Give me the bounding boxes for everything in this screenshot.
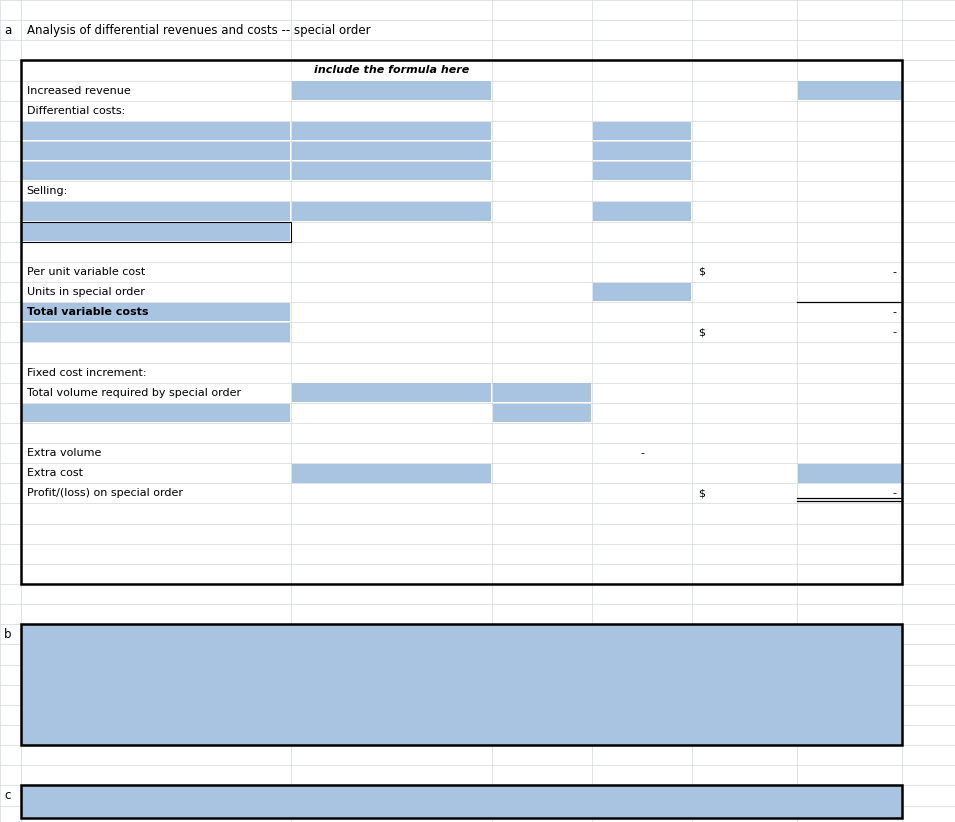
Bar bbox=[593, 141, 691, 160]
Text: a: a bbox=[4, 24, 11, 37]
Text: Fixed cost increment:: Fixed cost increment: bbox=[27, 367, 146, 377]
Text: Units in special order: Units in special order bbox=[27, 287, 144, 297]
Bar bbox=[22, 323, 290, 342]
Text: -: - bbox=[893, 267, 897, 277]
Text: -: - bbox=[640, 448, 645, 458]
Bar bbox=[22, 141, 290, 160]
Text: Total volume required by special order: Total volume required by special order bbox=[27, 388, 241, 398]
Bar bbox=[292, 162, 491, 181]
Bar bbox=[493, 404, 591, 423]
Text: Per unit variable cost: Per unit variable cost bbox=[27, 267, 145, 277]
Text: Total variable costs: Total variable costs bbox=[27, 307, 148, 317]
Bar bbox=[22, 122, 290, 140]
Bar bbox=[593, 202, 691, 221]
Bar bbox=[21, 786, 902, 818]
Bar bbox=[22, 303, 290, 321]
Text: -: - bbox=[893, 488, 897, 498]
Text: Analysis of differential revenues and costs -- special order: Analysis of differential revenues and co… bbox=[27, 24, 371, 37]
Bar bbox=[593, 283, 691, 302]
Bar bbox=[22, 223, 290, 241]
Text: Extra cost: Extra cost bbox=[27, 469, 83, 478]
Bar bbox=[22, 202, 290, 221]
Bar bbox=[292, 141, 491, 160]
Bar bbox=[292, 383, 491, 402]
Bar bbox=[292, 202, 491, 221]
Bar bbox=[292, 81, 491, 100]
Bar bbox=[21, 222, 291, 242]
Text: Profit/(loss) on special order: Profit/(loss) on special order bbox=[27, 488, 182, 498]
Text: Extra volume: Extra volume bbox=[27, 448, 101, 458]
Text: include the formula here: include the formula here bbox=[314, 66, 469, 76]
Text: $: $ bbox=[698, 488, 705, 498]
Bar bbox=[21, 625, 902, 746]
Bar bbox=[798, 464, 902, 483]
Text: b: b bbox=[4, 628, 11, 641]
Bar bbox=[292, 122, 491, 140]
Text: Differential costs:: Differential costs: bbox=[27, 106, 125, 116]
Bar bbox=[493, 383, 591, 402]
Text: -: - bbox=[893, 307, 897, 317]
Text: $: $ bbox=[698, 327, 705, 337]
Text: c: c bbox=[5, 789, 11, 802]
Bar bbox=[798, 81, 902, 100]
Bar bbox=[22, 404, 290, 423]
Text: Selling:: Selling: bbox=[27, 187, 68, 196]
Text: -: - bbox=[893, 327, 897, 337]
Bar bbox=[21, 61, 902, 584]
Bar bbox=[22, 162, 290, 181]
Bar bbox=[21, 786, 902, 818]
Text: $: $ bbox=[698, 267, 705, 277]
Text: Increased revenue: Increased revenue bbox=[27, 85, 131, 95]
Bar bbox=[292, 464, 491, 483]
Bar bbox=[21, 625, 902, 746]
Bar bbox=[593, 162, 691, 181]
Bar bbox=[593, 122, 691, 140]
